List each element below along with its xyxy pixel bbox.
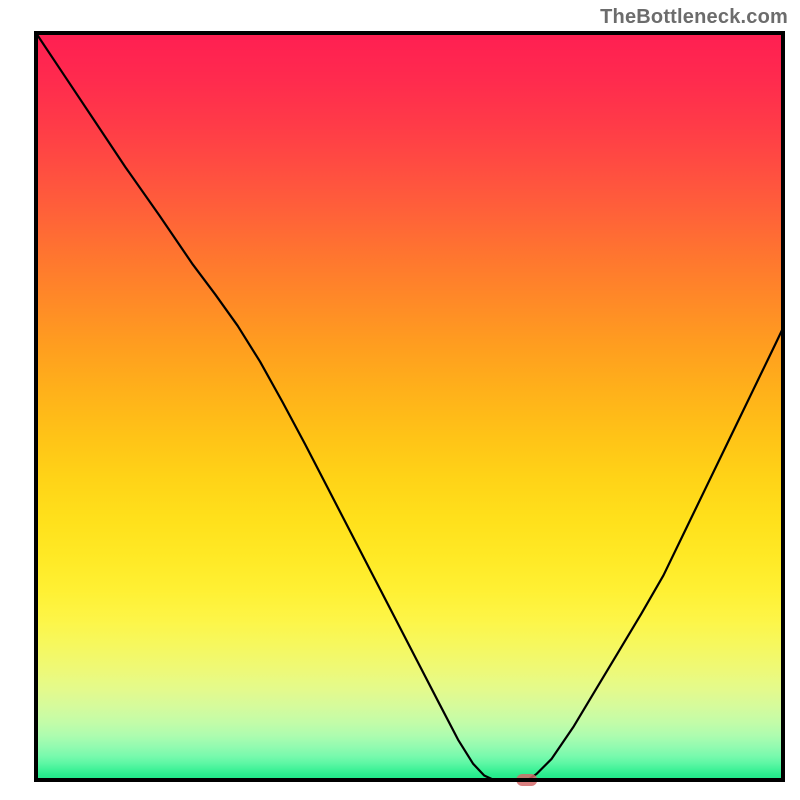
bottleneck-curve-chart — [0, 0, 800, 800]
watermark-text: TheBottleneck.com — [600, 6, 788, 29]
gradient-background — [36, 33, 783, 780]
